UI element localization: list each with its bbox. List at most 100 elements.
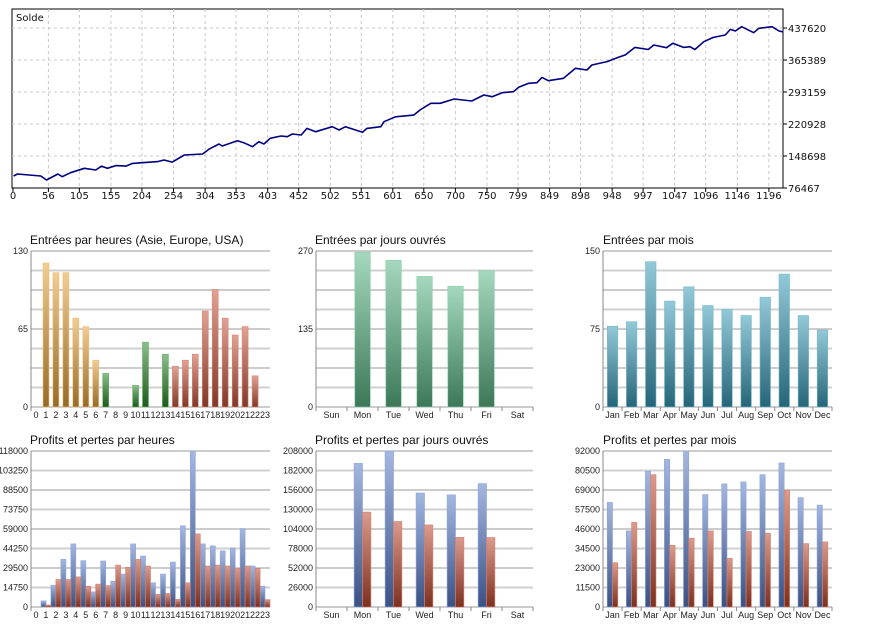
y-tick-label: 182000 [283, 466, 313, 476]
x-tick-label: 7 [103, 610, 108, 620]
x-tick-label: 997 [634, 191, 653, 202]
profits-bar [645, 470, 652, 608]
y-tick-label: 103250 [0, 466, 28, 476]
x-tick-label: Dec [814, 410, 831, 420]
y-tick-label: 26000 [288, 583, 313, 593]
profits-bar [160, 573, 166, 608]
chart-title: Entrées par mois [603, 233, 694, 247]
x-tick-label: Sat [511, 410, 525, 420]
pertes-bar [145, 565, 151, 608]
y-tick-label: 44250 [3, 544, 28, 554]
profits-bar [664, 458, 671, 608]
x-tick-label: 5 [83, 410, 88, 420]
y-tick-label: 59000 [3, 524, 28, 534]
profits-bar [60, 559, 67, 608]
entrées-bar [132, 385, 139, 408]
y-tick-label: 0 [23, 402, 28, 412]
balance-line [13, 25, 784, 181]
pertes-bar [55, 579, 62, 608]
x-tick-label: Jul [721, 610, 733, 620]
profits-bar [210, 545, 216, 608]
profits-bar [40, 600, 47, 608]
entries-by-month-chart: Entrées par mois 0 75 150 Jan Feb Mar Apr May Jun… [585, 233, 833, 420]
x-tick-label: 254 [164, 191, 183, 202]
chart-title: Profits et pertes par heures [30, 433, 175, 447]
x-tick-label: Apr [663, 610, 677, 620]
entrées-bar [702, 305, 714, 408]
x-tick-label: Fri [481, 610, 492, 620]
y-tick-label: 270 [298, 246, 313, 256]
pertes-bar [486, 537, 496, 608]
pertes-bar [650, 474, 657, 608]
entrées-bar [385, 259, 402, 408]
profits-bar [740, 481, 747, 608]
x-tick-label: 6 [93, 410, 98, 420]
x-tick-label: Jun [701, 410, 716, 420]
pertes-bar [45, 604, 52, 608]
profits-bar [70, 543, 77, 608]
x-tick-label: 3 [63, 410, 68, 420]
profits-bar [190, 450, 196, 608]
x-tick-label: 1047 [662, 191, 687, 202]
x-tick-label: Sep [757, 610, 773, 620]
x-tick-label: Jan [605, 610, 620, 620]
x-tick-label: 11 [141, 610, 150, 620]
y-tick-label: 118000 [0, 446, 28, 456]
pertes-bar [393, 521, 403, 608]
pertes-bar [669, 544, 676, 608]
profits-bar [180, 525, 186, 608]
pertes-bar [205, 565, 211, 608]
x-tick-label: Jul [721, 410, 733, 420]
x-tick-label: Tue [386, 410, 401, 420]
x-tick-label: 15 [180, 410, 190, 420]
entrées-bar [202, 310, 209, 408]
x-tick-label: 9 [123, 610, 128, 620]
y-tick-label: 0 [595, 602, 600, 612]
y-tick-label: 293159 [788, 88, 826, 99]
entrées-bar [192, 353, 199, 408]
entrées-bar [683, 286, 695, 408]
x-tick-label: 10 [131, 410, 141, 420]
pertes-bar [612, 562, 619, 608]
y-tick-label: 0 [308, 402, 313, 412]
chart-title: Entrées par jours ouvrés [315, 233, 446, 247]
profits-bar [130, 543, 136, 608]
y-tick-label: 23000 [575, 563, 600, 573]
y-tick-label: 69000 [575, 485, 600, 495]
pertes-bar [726, 557, 733, 608]
entrées-bar [645, 261, 657, 408]
y-tick-label: 130 [13, 246, 28, 256]
x-tick-label: 6 [93, 610, 98, 620]
entrées-bar [162, 353, 169, 408]
x-tick-label: 700 [446, 191, 465, 202]
x-tick-label: 502 [321, 191, 340, 202]
x-tick-label: 4 [73, 610, 78, 620]
x-tick-label: Dec [814, 610, 831, 620]
x-tick-label: 1 [43, 610, 48, 620]
y-tick-label: 29500 [3, 563, 28, 573]
entrées-bar [354, 251, 371, 408]
x-tick-label: 1196 [756, 191, 781, 202]
profits-bar [702, 494, 709, 608]
entrées-bar [102, 373, 109, 408]
x-tick-label: Wed [415, 610, 433, 620]
entrées-bar [740, 315, 752, 408]
x-tick-label: 353 [227, 191, 246, 202]
x-tick-label: 56 [42, 191, 55, 202]
profits-bar [259, 585, 266, 608]
x-tick-label: Jun [701, 610, 716, 620]
x-tick-label: 13 [160, 610, 170, 620]
x-tick-label: 849 [540, 191, 559, 202]
profits-bar [797, 497, 804, 608]
y-tick-label: 135 [298, 324, 313, 334]
pertes-bar [688, 537, 695, 608]
pnl-by-month-chart: Profits et pertes par mois 0 11500 23000 345… [575, 433, 833, 620]
x-tick-label: 1146 [725, 191, 750, 202]
entrées-bar [172, 365, 179, 408]
balance-chart-title: Solde [16, 13, 44, 24]
entrées-bar [759, 296, 771, 408]
y-tick-label: 88500 [3, 485, 28, 495]
pertes-bar [362, 511, 372, 608]
profits-bar [477, 483, 487, 608]
x-tick-label: 601 [383, 191, 402, 202]
